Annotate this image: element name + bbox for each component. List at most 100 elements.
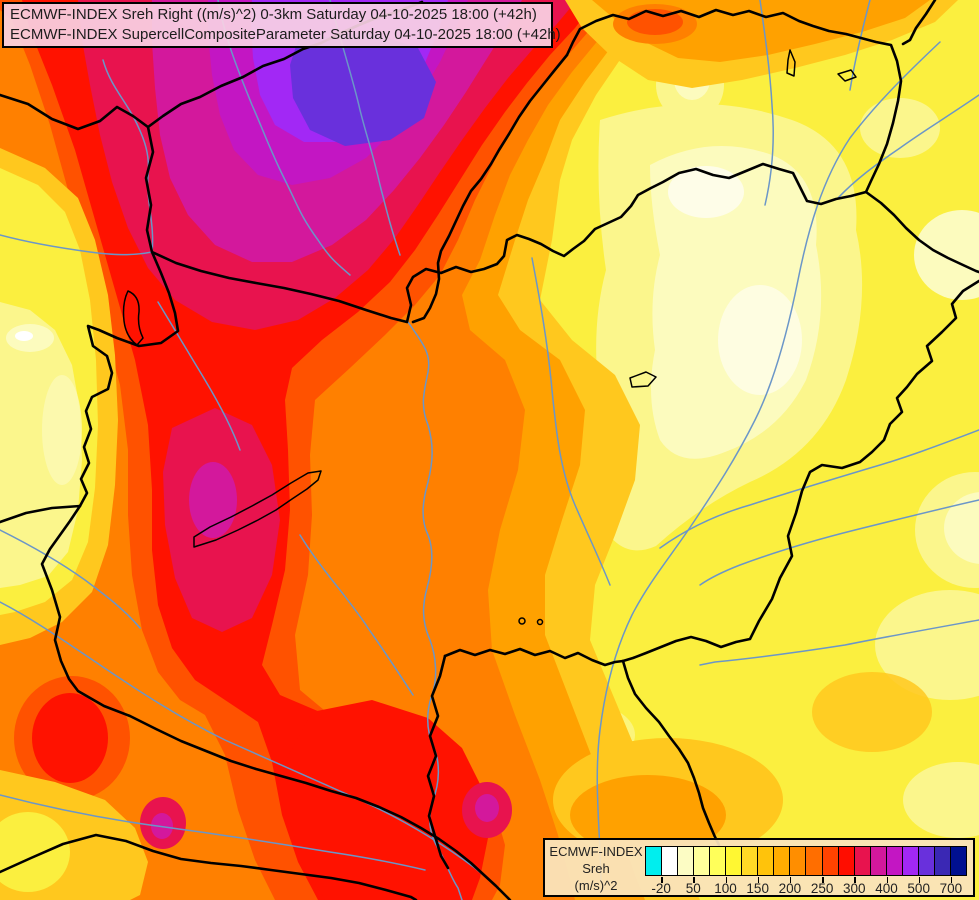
field-white-spot [718,285,802,395]
river [531,257,611,586]
color-scale-cell [838,847,855,875]
reservoir-outline [786,49,796,77]
color-scale-cell [662,847,679,875]
river [299,534,414,696]
legend-units: (m/s)^2 [574,878,618,893]
legend-tick-mark [661,877,663,883]
color-scale-cell [710,847,727,875]
color-scale-cell [886,847,903,875]
field-cream-patch [944,492,979,564]
legend-tick-mark [693,877,695,883]
color-scale-cell [902,847,919,875]
legend-product: ECMWF-INDEX [549,844,643,859]
legend-tick-label: 500 [907,881,930,896]
legend-tick-label: 200 [778,881,802,896]
legend-tick-label: -20 [651,881,671,896]
river-drava [0,601,496,886]
river [699,499,979,586]
border-north-top [565,8,903,194]
field-cream-left [42,375,82,485]
color-scale-cell [774,847,791,875]
color-scale-cell [646,847,663,875]
field-pinkmagenta-spot [189,462,237,538]
title-box: ECMWF-INDEX Sreh Right ((m/s)^2) 0-3km S… [2,2,561,48]
color-scale-bar [645,846,967,876]
lake-tisza-outline [629,371,657,388]
border-northeast-knot [901,0,937,46]
field-magenta-spot [475,794,499,822]
field-red-core-south [285,700,488,900]
legend-tick-label: 300 [843,881,866,896]
color-scale-cell [918,847,935,875]
field-pale-left [0,302,82,588]
legend-tick-label: 100 [714,881,737,896]
legend-tick-mark [822,877,824,883]
legend-tick-mark [854,877,856,883]
field-pale-patch [860,98,940,158]
legend-tick-label: 150 [746,881,769,896]
field-orange-se [570,775,726,855]
field-pale-patch [875,590,979,700]
lake-neusiedl-outline [122,290,144,346]
border-romania-hungary [621,279,979,663]
legend-parameter: Sreh [582,861,610,876]
river [837,94,979,199]
river [0,794,426,871]
legend-tick-label: 400 [875,881,898,896]
legend-tick-mark [918,877,921,883]
border-southwest-parallel [0,833,418,900]
legend-tick-mark [757,877,760,883]
river [329,0,401,256]
field-violet-core [290,32,436,146]
border-danube-south [426,654,450,870]
border-hungary-serbia [443,647,625,667]
river [659,429,979,549]
title-line-2: ECMWF-INDEX SupercellCompositeParameter … [10,26,561,43]
legend-tick-mark [725,877,728,883]
border-austria-slovenia [0,504,82,524]
legend-tick-label: 50 [685,881,701,896]
field-pale-patch [903,762,979,838]
color-scale-cell [678,847,695,875]
border-slovakia-hungary [150,162,868,324]
color-scale-cell [806,847,823,875]
legend: ECMWF-INDEX Sreh (m/s)^2 -20 50 100 150 200 2… [543,838,975,897]
field-red-spot [32,693,108,783]
river [0,529,141,629]
title-line-1: ECMWF-INDEX Sreh Right ((m/s)^2) 0-3km S… [10,6,537,23]
border-serbia-romania [621,659,721,847]
small-lake-outline [518,617,526,625]
field-cream-patch [914,210,979,300]
legend-label: ECMWF-INDEX Sreh (m/s)^2 [545,843,647,894]
color-scale-cell [822,847,839,875]
color-scale-cell [934,847,951,875]
river [849,0,871,91]
river-tisza [596,41,941,881]
color-scale-cell [758,847,775,875]
legend-tick-label: 700 [939,881,963,896]
lake-balaton-outline [193,470,322,548]
small-lake-outline [536,618,544,626]
field-white-left [15,331,33,341]
color-scale-cell [854,847,871,875]
color-scale-cell [790,847,807,875]
field-gold-se [812,672,932,752]
lakes [122,49,857,626]
river [0,234,153,256]
field-yellow-bottomleft [0,812,70,892]
color-scale-cell [870,847,887,875]
river [759,0,774,206]
border-ukraine-hungary [864,190,979,274]
river [699,619,979,666]
color-scale-cell [726,847,743,875]
legend-tick-mark [886,877,889,883]
river [217,0,351,276]
color-scale-cell [742,847,759,875]
reservoir-outline [837,69,857,82]
legend-tick-label: 250 [810,881,834,896]
legend-tick-mark [950,877,953,883]
color-scale-cell [950,847,966,875]
field-white-spot [668,166,744,218]
